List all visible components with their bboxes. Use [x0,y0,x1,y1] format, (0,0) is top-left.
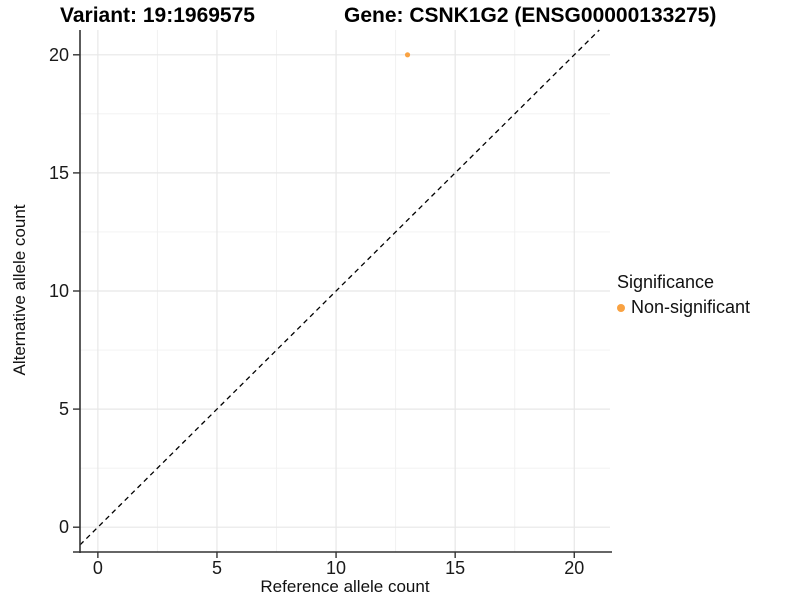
y-axis-label: Alternative allele count [10,204,29,376]
legend-item: Non-significant [617,297,750,318]
y-tick-label: 15 [49,163,69,183]
x-tick-label: 0 [93,558,103,578]
legend: Significance Non-significant [617,272,750,318]
data-point [404,52,411,58]
y-tick-label: 20 [49,45,69,65]
x-tick-label: 5 [212,558,222,578]
legend-point-icon [617,303,625,312]
legend-item-label: Non-significant [631,297,751,317]
gene-title: Gene: CSNK1G2 (ENSG00000133275) [344,4,717,27]
variant-title: Variant: 19:1969575 [60,4,255,27]
x-tick-label: 15 [445,558,465,578]
x-tick-label: 20 [564,558,584,578]
y-tick-label: 0 [59,517,69,537]
y-tick-label: 10 [49,281,69,301]
identity-line [79,29,600,546]
x-axis-label: Reference allele count [260,577,430,596]
x-tick-label: 10 [326,558,346,578]
y-tick-label: 5 [59,399,69,419]
legend-title: Significance [617,272,715,292]
